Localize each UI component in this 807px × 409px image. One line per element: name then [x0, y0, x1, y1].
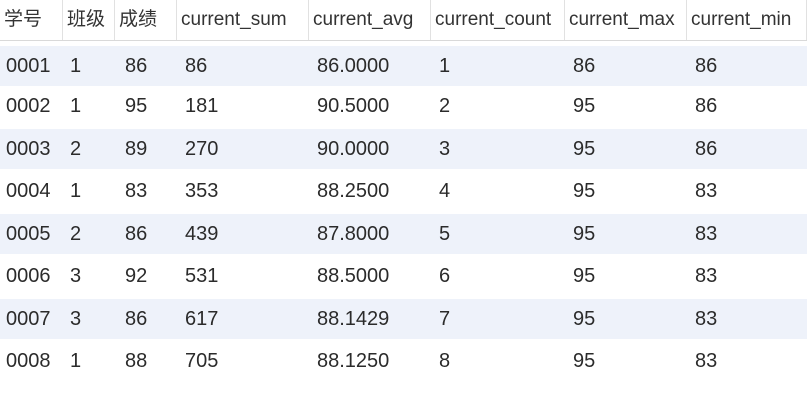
cell-current-min: 83 [695, 180, 718, 202]
cell-current-avg: 88.1429 [317, 308, 390, 330]
cell-score: 95 [125, 95, 148, 117]
cell-current-count: 2 [439, 95, 451, 117]
cell-student-id: 0007 [6, 308, 51, 330]
column-header-student-id[interactable]: 学号 [0, 0, 63, 40]
cell-current-min: 83 [695, 308, 718, 330]
column-header-current-count[interactable]: current_count [431, 0, 565, 40]
cell-current-min: 83 [695, 265, 718, 287]
cell-current-avg: 86.0000 [317, 55, 390, 77]
cell-class: 1 [70, 350, 82, 372]
cell-current-sum: 705 [185, 350, 219, 372]
table-row[interactable]: 0005 2 86 439 87.8000 5 95 83 [0, 214, 807, 254]
cell-current-min: 86 [695, 138, 718, 160]
cell-current-min: 86 [695, 95, 718, 117]
cell-class: 2 [70, 138, 82, 160]
cell-current-count: 6 [439, 265, 451, 287]
cell-class: 1 [70, 180, 82, 202]
cell-current-max: 95 [573, 265, 596, 287]
column-header-current-avg[interactable]: current_avg [309, 0, 431, 40]
table-row[interactable]: 0007 3 86 617 88.1429 7 95 83 [0, 299, 807, 339]
cell-class: 1 [70, 95, 82, 117]
cell-current-max: 95 [573, 223, 596, 245]
cell-current-max: 95 [573, 308, 596, 330]
column-header-current-sum[interactable]: current_sum [177, 0, 309, 40]
cell-score: 86 [125, 223, 148, 245]
cell-current-sum: 531 [185, 265, 219, 287]
cell-score: 89 [125, 138, 148, 160]
cell-current-count: 8 [439, 350, 451, 372]
column-header-class[interactable]: 班级 [63, 0, 115, 40]
cell-student-id: 0006 [6, 265, 51, 287]
cell-student-id: 0005 [6, 223, 51, 245]
cell-current-avg: 88.1250 [317, 350, 390, 372]
cell-current-count: 3 [439, 138, 451, 160]
cell-current-count: 4 [439, 180, 451, 202]
table-row[interactable]: 0003 2 89 270 90.0000 3 95 86 [0, 129, 807, 169]
cell-current-count: 1 [439, 55, 451, 77]
column-header-score[interactable]: 成绩 [115, 0, 177, 40]
cell-class: 3 [70, 308, 82, 330]
cell-current-count: 5 [439, 223, 451, 245]
cell-current-avg: 88.5000 [317, 265, 390, 287]
cell-current-avg: 90.0000 [317, 138, 390, 160]
cell-current-max: 95 [573, 350, 596, 372]
table-row[interactable]: 0002 1 95 181 90.5000 2 95 86 [0, 86, 807, 126]
table-row[interactable]: 0008 1 88 705 88.1250 8 95 83 [0, 341, 807, 381]
cell-current-sum: 86 [185, 55, 208, 77]
table-row[interactable]: 0001 1 86 86 86.0000 1 86 86 [0, 46, 807, 86]
cell-current-min: 83 [695, 223, 718, 245]
table-header: 学号 班级 成绩 current_sum current_avg current… [0, 0, 807, 41]
cell-score: 86 [125, 308, 148, 330]
cell-score: 92 [125, 265, 148, 287]
cell-current-sum: 270 [185, 138, 219, 160]
cell-current-sum: 181 [185, 95, 219, 117]
cell-student-id: 0003 [6, 138, 51, 160]
cell-current-min: 83 [695, 350, 718, 372]
cell-score: 83 [125, 180, 148, 202]
cell-current-min: 86 [695, 55, 718, 77]
cell-student-id: 0004 [6, 180, 51, 202]
column-header-current-min[interactable]: current_min [687, 0, 807, 40]
cell-class: 3 [70, 265, 82, 287]
cell-current-sum: 617 [185, 308, 219, 330]
cell-current-count: 7 [439, 308, 451, 330]
cell-current-sum: 439 [185, 223, 219, 245]
cell-class: 1 [70, 55, 82, 77]
cell-current-max: 95 [573, 95, 596, 117]
column-header-current-max[interactable]: current_max [565, 0, 687, 40]
cell-current-avg: 88.2500 [317, 180, 390, 202]
cell-current-avg: 90.5000 [317, 95, 390, 117]
cell-student-id: 0008 [6, 350, 51, 372]
cell-student-id: 0002 [6, 95, 51, 117]
cell-current-max: 95 [573, 180, 596, 202]
cell-student-id: 0001 [6, 55, 51, 77]
cell-class: 2 [70, 223, 82, 245]
cell-current-max: 86 [573, 55, 596, 77]
table-row[interactable]: 0006 3 92 531 88.5000 6 95 83 [0, 256, 807, 296]
cell-current-avg: 87.8000 [317, 223, 390, 245]
cell-current-max: 95 [573, 138, 596, 160]
cell-score: 88 [125, 350, 148, 372]
cell-current-sum: 353 [185, 180, 219, 202]
cell-score: 86 [125, 55, 148, 77]
table-row[interactable]: 0004 1 83 353 88.2500 4 95 83 [0, 171, 807, 211]
